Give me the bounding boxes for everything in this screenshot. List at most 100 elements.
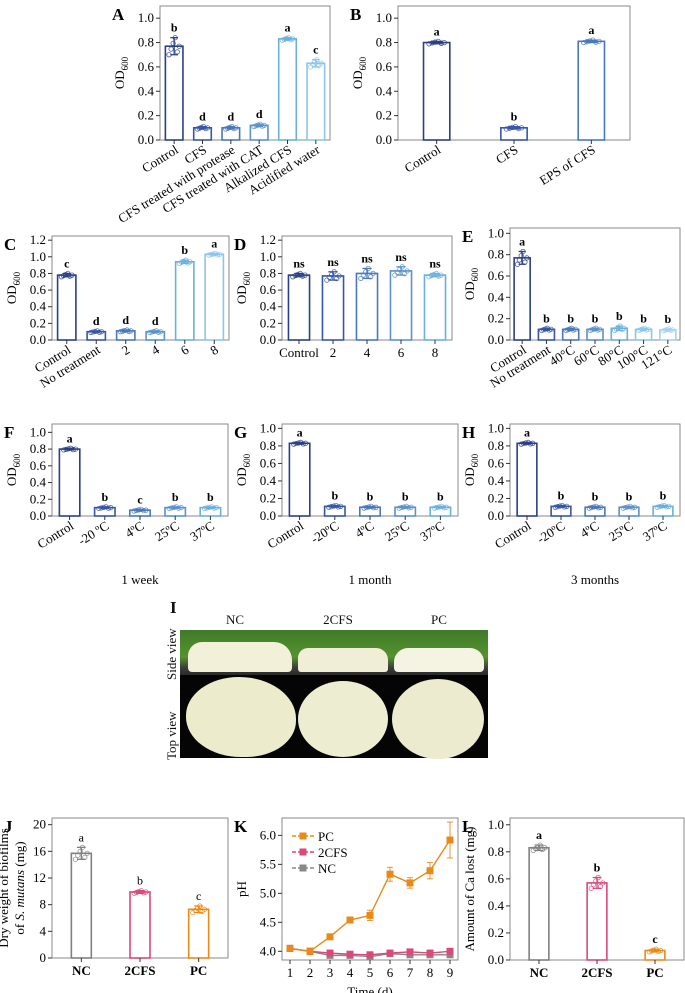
significance-letter: d xyxy=(227,110,234,124)
x-tick-label: 2 xyxy=(330,345,337,360)
significance-letter: b xyxy=(626,489,633,503)
x-tick-label: 6 xyxy=(398,345,405,360)
significance-letter: c xyxy=(652,932,658,946)
y-tick-label: 0.6 xyxy=(30,282,47,297)
panel-label-e: E xyxy=(462,227,473,246)
y-tick-label: 0.8 xyxy=(488,247,504,262)
y-tick-label: 0.0 xyxy=(488,508,504,523)
significance-letter: b xyxy=(101,490,108,504)
significance-letter: ns xyxy=(293,256,305,270)
significance-letter: d xyxy=(199,110,206,124)
significance-letter: a xyxy=(588,23,594,37)
x-tick-label: 2CFS xyxy=(581,965,612,980)
significance-letter: d xyxy=(93,314,100,328)
y-tick-label: 1.0 xyxy=(138,10,154,25)
y-tick-label: 0.0 xyxy=(260,508,276,523)
y-tick-label: 4.5 xyxy=(260,914,276,929)
bar-e-4: b xyxy=(610,309,629,341)
y-axis-label: Amount of Ca lost (mg) xyxy=(462,827,477,952)
y-tick-label: 0.8 xyxy=(30,265,46,280)
x-tick-label: PC xyxy=(190,963,207,978)
y-tick-label: 0.0 xyxy=(376,132,392,147)
bar-e-6: b xyxy=(659,312,677,341)
significance-letter: b xyxy=(137,874,143,888)
x-tick-label: NC xyxy=(72,963,91,978)
y-tick-label: 0.2 xyxy=(376,108,392,123)
significance-letter: b xyxy=(616,309,623,323)
significance-letter: b xyxy=(437,489,444,503)
y-tick-label: 0.2 xyxy=(30,315,46,330)
x-tick-label: PC xyxy=(646,965,663,980)
significance-letter: b xyxy=(665,312,672,326)
significance-letter: b xyxy=(594,861,601,875)
y-tick-label: 0.8 xyxy=(260,438,276,453)
panel-label-l: L xyxy=(462,817,473,836)
y-tick-label: 0.8 xyxy=(376,35,392,50)
y-tick-label: 0.8 xyxy=(488,438,504,453)
significance-letter: b xyxy=(207,490,214,504)
significance-letter: a xyxy=(285,21,291,35)
bar-c-4: b xyxy=(174,243,195,341)
bar-c-2: d xyxy=(115,313,136,341)
bar-e-2: b xyxy=(561,311,580,341)
legend-item-pc: PC xyxy=(292,829,334,844)
significance-letter: b xyxy=(592,311,599,325)
y-tick-label: 0.4 xyxy=(138,83,155,98)
bar-a-3: d xyxy=(249,107,269,141)
x-tick-label: 8 xyxy=(432,345,439,360)
svg-text:NC: NC xyxy=(318,861,336,876)
bar-a-4: a xyxy=(277,21,298,141)
bar-c-0: c xyxy=(56,256,77,341)
y-tick-label: 0.4 xyxy=(30,299,47,314)
y-tick-label: 1.2 xyxy=(260,232,276,247)
y-tick-label: 0.2 xyxy=(30,491,46,506)
plot-frame xyxy=(159,5,331,141)
x-tick-label: 3 xyxy=(327,965,334,980)
x-tick-label: 7 xyxy=(407,965,414,980)
y-tick-label: 0.0 xyxy=(260,332,276,347)
panel-label-f: F xyxy=(4,423,14,442)
y-tick-label: 1.2 xyxy=(30,232,46,247)
y-tick-label: 6.0 xyxy=(260,827,276,842)
significance-letter: a xyxy=(536,828,542,842)
y-tick-label: 0.6 xyxy=(488,871,505,886)
significance-letter: c xyxy=(137,492,143,506)
bar-h-0: a xyxy=(516,425,538,517)
significance-letter: a xyxy=(524,425,530,439)
y-tick-label: 0.6 xyxy=(260,282,277,297)
y-tick-label: 1.0 xyxy=(30,424,46,439)
y-tick-label: 0.2 xyxy=(260,315,276,330)
y-tick-label: 0.0 xyxy=(138,132,154,147)
y-tick-label: 0.2 xyxy=(138,108,154,123)
series-pc xyxy=(286,821,454,955)
panel-label-j: J xyxy=(4,817,13,836)
y-tick-label: 0.6 xyxy=(138,59,155,74)
x-axis-caption: 1 week xyxy=(121,572,159,587)
y-tick-label: 0.6 xyxy=(488,455,505,470)
significance-letter: d xyxy=(256,107,263,121)
bar-b-2: a xyxy=(577,23,606,141)
significance-letter: a xyxy=(297,425,303,439)
bar-e-3: b xyxy=(586,311,604,341)
bar-g-3: b xyxy=(394,489,417,517)
legend-item-2cfs: 2CFS xyxy=(292,845,348,860)
y-axis-label: Dry weight of biofilmsof S. mutans (mg) xyxy=(0,828,27,948)
plot-frame xyxy=(51,235,230,341)
bar-l-1: b xyxy=(586,861,608,961)
y-tick-label: 0.6 xyxy=(30,458,47,473)
y-tick-label: 0.8 xyxy=(138,35,154,50)
x-tick-label: 4 xyxy=(347,965,354,980)
significance-letter: b xyxy=(558,488,565,502)
y-tick-label: 12 xyxy=(33,870,46,885)
significance-letter: b xyxy=(331,488,338,502)
